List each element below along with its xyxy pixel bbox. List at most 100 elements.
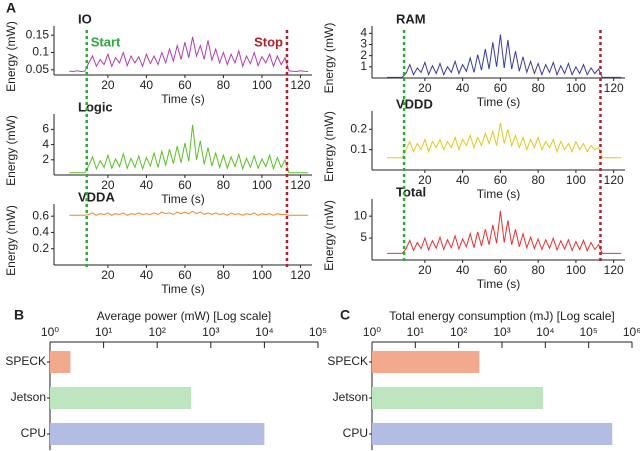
category-label: CPU — [343, 426, 368, 440]
panel-label: C — [340, 307, 350, 323]
x-axis-label: Time (s) — [477, 187, 521, 201]
x-tick-label: 120 — [604, 173, 624, 187]
x-tick-label: 20 — [418, 81, 432, 95]
category-label: SPECK — [327, 354, 368, 368]
x-tick-label: 20 — [418, 173, 432, 187]
series-line — [69, 124, 309, 174]
x-tick-label: 10⁴ — [536, 325, 555, 339]
x-tick-label: 10² — [450, 325, 467, 339]
y-tick-label: 2 — [42, 152, 49, 166]
x-tick-label: 40 — [456, 263, 470, 277]
y-tick-label: 3 — [360, 37, 367, 51]
x-tick-label: 80 — [531, 81, 545, 95]
x-tick-label: 100 — [566, 81, 586, 95]
y-tick-label: 0.15 — [26, 27, 50, 41]
x-tick-label: 20 — [418, 263, 432, 277]
x-axis-label: Time (s) — [477, 277, 521, 291]
x-tick-label: 100 — [252, 78, 272, 92]
y-axis-label: Energy (mW) — [4, 115, 18, 186]
x-tick-label: 10⁰ — [41, 325, 59, 339]
x-tick-label: 10⁶ — [623, 325, 640, 339]
x-tick-label: 20 — [101, 178, 115, 192]
y-tick-label: 0.2 — [350, 121, 367, 135]
y-tick-label: 1 — [360, 59, 367, 73]
x-tick-label: 60 — [178, 178, 192, 192]
y-tick-label: 0.1 — [350, 142, 367, 156]
x-tick-label: 120 — [604, 81, 624, 95]
x-axis-label: Time (s) — [477, 95, 521, 109]
x-tick-label: 60 — [178, 78, 192, 92]
x-tick-label: 100 — [566, 173, 586, 187]
x-tick-label: 10⁵ — [580, 325, 598, 339]
y-axis-label: Energy (mW) — [4, 21, 18, 92]
x-tick-label: 10⁰ — [363, 325, 381, 339]
y-axis-label: Energy (mW) — [4, 205, 18, 276]
y-tick-label: 4 — [360, 26, 367, 40]
panel-label: A — [6, 0, 16, 16]
x-tick-label: 100 — [566, 263, 586, 277]
x-tick-label: 10¹ — [407, 325, 424, 339]
series-line — [387, 123, 622, 159]
y-tick-label: 5 — [360, 230, 367, 244]
series-line — [69, 36, 309, 73]
y-tick-label: 0.05 — [26, 62, 50, 76]
y-tick-label: 6 — [42, 122, 49, 136]
x-tick-label: 80 — [217, 178, 231, 192]
x-tick-label: 120 — [604, 263, 624, 277]
x-tick-label: 10⁵ — [309, 325, 327, 339]
y-tick-label: 0.4 — [32, 225, 49, 239]
category-label: CPU — [21, 426, 46, 440]
y-tick-label: 4 — [42, 137, 49, 151]
x-tick-label: 120 — [290, 178, 310, 192]
marker-label: Stop — [254, 34, 283, 49]
x-tick-label: 60 — [178, 268, 192, 282]
x-tick-label: 60 — [494, 263, 508, 277]
category-label: Jetson — [11, 390, 46, 404]
y-tick-label: 0.6 — [32, 208, 49, 222]
x-tick-label: 120 — [290, 268, 310, 282]
x-tick-label: 60 — [494, 173, 508, 187]
panel-title: RAM — [396, 11, 426, 26]
x-tick-label: 10¹ — [95, 325, 112, 339]
x-tick-label: 10³ — [493, 325, 510, 339]
y-axis-label: Energy (mW) — [322, 200, 336, 271]
x-axis-label: Time (s) — [161, 192, 205, 206]
x-tick-label: 80 — [531, 173, 545, 187]
panel-title: Total — [396, 184, 426, 199]
x-tick-label: 60 — [494, 81, 508, 95]
x-tick-label: 40 — [140, 268, 154, 282]
panel-title: VDDD — [396, 96, 433, 111]
x-tick-label: 20 — [101, 78, 115, 92]
x-tick-label: 100 — [252, 178, 272, 192]
category-label: Jetson — [333, 390, 368, 404]
x-tick-label: 10⁴ — [255, 325, 274, 339]
x-tick-label: 40 — [140, 78, 154, 92]
y-tick-label: 2 — [360, 48, 367, 62]
panel-label: B — [14, 307, 24, 323]
x-tick-label: 40 — [456, 173, 470, 187]
bar — [372, 351, 480, 373]
y-tick-label: 0.1 — [32, 45, 49, 59]
x-tick-label: 120 — [290, 78, 310, 92]
bar — [50, 387, 192, 409]
x-tick-label: 80 — [531, 263, 545, 277]
x-tick-label: 100 — [252, 268, 272, 282]
marker-label: Start — [91, 34, 121, 49]
panel-title: VDDA — [78, 189, 115, 204]
x-axis-label: Time (s) — [161, 92, 205, 106]
bar — [372, 387, 544, 409]
x-tick-label: 80 — [217, 268, 231, 282]
x-tick-label: 20 — [101, 268, 115, 282]
series-line — [69, 210, 309, 216]
panel-title: Logic — [78, 99, 113, 114]
y-axis-label: Energy (mW) — [322, 111, 336, 182]
x-axis-label: Time (s) — [161, 282, 205, 296]
chart-title: Total energy consumption (mJ) [Log scale… — [389, 309, 614, 323]
y-axis-label: Energy (mW) — [322, 23, 336, 94]
x-tick-label: 40 — [456, 81, 470, 95]
series-line — [387, 210, 622, 254]
category-label: SPECK — [5, 354, 46, 368]
series-line — [387, 34, 622, 78]
panel-title: IO — [78, 11, 92, 26]
